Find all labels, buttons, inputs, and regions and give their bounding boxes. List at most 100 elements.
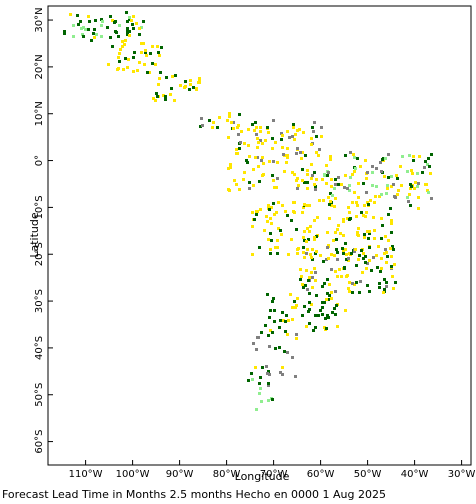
forecast-pixel bbox=[142, 42, 145, 45]
forecast-pixel bbox=[355, 264, 358, 267]
forecast-pixel bbox=[154, 99, 157, 102]
forecast-pixel bbox=[133, 51, 136, 54]
forecast-pixel bbox=[327, 196, 330, 199]
forecast-pixel bbox=[251, 225, 254, 228]
forecast-pixel bbox=[385, 261, 388, 264]
forecast-pixel bbox=[195, 87, 198, 90]
forecast-pixel bbox=[267, 399, 270, 402]
y-tick-label: 30°N bbox=[34, 7, 45, 32]
forecast-pixel bbox=[305, 240, 308, 243]
forecast-pixel bbox=[128, 34, 131, 37]
forecast-pixel bbox=[101, 20, 104, 23]
forecast-pixel bbox=[261, 366, 264, 369]
forecast-pixel bbox=[363, 236, 366, 239]
forecast-pixel bbox=[363, 233, 366, 236]
forecast-pixel bbox=[260, 159, 263, 162]
forecast-pixel bbox=[383, 175, 386, 178]
forecast-pixel bbox=[342, 250, 345, 253]
forecast-pixel bbox=[313, 171, 316, 174]
forecast-pixel bbox=[256, 156, 259, 159]
forecast-pixel bbox=[251, 378, 254, 381]
forecast-pixel bbox=[336, 258, 339, 261]
forecast-pixel bbox=[310, 303, 313, 306]
forecast-pixel bbox=[258, 246, 261, 249]
forecast-pixel bbox=[100, 35, 103, 38]
forecast-pixel bbox=[354, 248, 357, 251]
forecast-pixel bbox=[329, 192, 332, 195]
forecast-pixel bbox=[330, 185, 333, 188]
forecast-pixel bbox=[343, 267, 346, 270]
forecast-pixel bbox=[228, 115, 231, 118]
forecast-pixel bbox=[368, 290, 371, 293]
forecast-pixel bbox=[411, 172, 414, 175]
forecast-pixel bbox=[284, 210, 287, 213]
forecast-pixel bbox=[281, 204, 284, 207]
forecast-pixel bbox=[275, 211, 278, 214]
forecast-pixel bbox=[426, 189, 429, 192]
forecast-pixel bbox=[152, 97, 155, 100]
forecast-pixel bbox=[292, 123, 295, 126]
forecast-pixel bbox=[100, 24, 103, 27]
forecast-pixel bbox=[267, 238, 270, 241]
forecast-pixel bbox=[416, 185, 419, 188]
forecast-pixel bbox=[272, 160, 275, 163]
forecast-pixel bbox=[329, 200, 332, 203]
forecast-pixel bbox=[341, 247, 344, 250]
forecast-pixel bbox=[302, 246, 305, 249]
forecast-pixel bbox=[353, 250, 356, 253]
forecast-pixel bbox=[145, 54, 148, 57]
forecast-pixel bbox=[423, 166, 426, 169]
forecast-pixel bbox=[353, 191, 356, 194]
forecast-pixel bbox=[272, 202, 275, 205]
forecast-pixel bbox=[308, 230, 311, 233]
forecast-pixel bbox=[348, 281, 351, 284]
forecast-pixel bbox=[121, 40, 124, 43]
forecast-pixel bbox=[286, 333, 289, 336]
forecast-pixel bbox=[274, 347, 277, 350]
forecast-pixel bbox=[88, 20, 91, 23]
forecast-pixel bbox=[335, 248, 338, 251]
forecast-pixel bbox=[131, 23, 134, 26]
forecast-pixel bbox=[407, 200, 410, 203]
forecast-pixel bbox=[323, 301, 326, 304]
forecast-pixel bbox=[387, 153, 390, 156]
forecast-pixel bbox=[254, 366, 257, 369]
forecast-pixel bbox=[294, 133, 297, 136]
y-axis-title: Latitude bbox=[28, 212, 41, 258]
forecast-pixel bbox=[308, 204, 311, 207]
forecast-pixel bbox=[365, 177, 368, 180]
forecast-pixel bbox=[272, 179, 275, 182]
forecast-pixel bbox=[314, 252, 317, 255]
forecast-pixel bbox=[233, 179, 236, 182]
forecast-pixel bbox=[343, 186, 346, 189]
forecast-pixel bbox=[324, 317, 327, 320]
forecast-pixel bbox=[315, 294, 318, 297]
forecast-pixel bbox=[294, 375, 297, 378]
forecast-pixel bbox=[362, 252, 365, 255]
forecast-pixel bbox=[385, 285, 388, 288]
forecast-pixel bbox=[272, 297, 275, 300]
forecast-pixel bbox=[270, 206, 273, 209]
forecast-pixel bbox=[336, 325, 339, 328]
forecast-pixel bbox=[414, 181, 417, 184]
forecast-pixel bbox=[252, 184, 255, 187]
forecast-pixel bbox=[293, 138, 296, 141]
forecast-pixel bbox=[258, 392, 261, 395]
forecast-pixel bbox=[336, 251, 339, 254]
forecast-pixel bbox=[333, 205, 336, 208]
forecast-pixel bbox=[255, 213, 258, 216]
forecast-pixel bbox=[330, 178, 333, 181]
forecast-pixel bbox=[247, 144, 250, 147]
forecast-pixel bbox=[199, 125, 202, 128]
x-tick-label: 80°W bbox=[213, 469, 241, 480]
forecast-pixel bbox=[311, 174, 314, 177]
forecast-pixel bbox=[287, 253, 290, 256]
forecast-pixel bbox=[401, 155, 404, 158]
forecast-pixel bbox=[385, 192, 388, 195]
y-tick-label: 10°N bbox=[34, 101, 45, 126]
forecast-pixel bbox=[254, 156, 257, 159]
forecast-pixel bbox=[378, 282, 381, 285]
forecast-pixel bbox=[248, 181, 251, 184]
forecast-pixel bbox=[283, 350, 286, 353]
forecast-pixel bbox=[227, 188, 230, 191]
